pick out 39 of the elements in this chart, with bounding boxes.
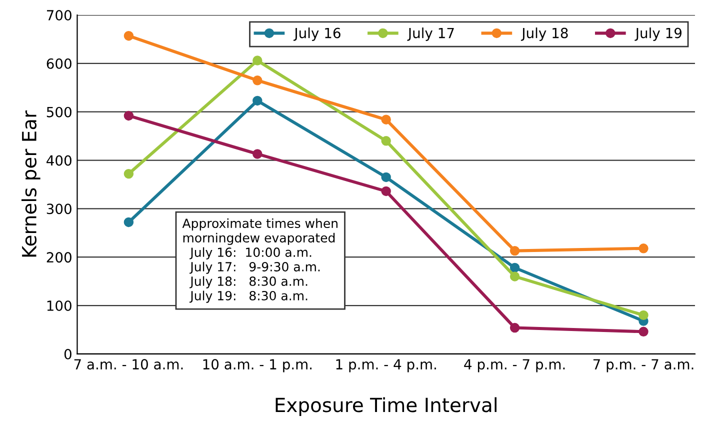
point [638, 310, 648, 320]
y-tick-label: 700 [46, 10, 72, 20]
annotation: Approximate times when morningdew evaporated July 16: 10:00 a.m. July 17: 9-9:30 a.m. July 18: 8:30 a.m. July 19: 8:30 a.m. [182, 218, 338, 303]
point [124, 110, 134, 121]
point [252, 76, 262, 86]
point [510, 262, 520, 273]
point [381, 172, 391, 182]
point [252, 149, 262, 159]
x-tick-label: 1 p.m. - 4 p.m. [336, 359, 436, 372]
x-tick-label: 7 p.m. - 7 a.m. [593, 359, 694, 372]
y-tick-label: 100 [47, 300, 72, 311]
point [252, 56, 262, 66]
x-axis-title: Exposure Time Interval [276, 397, 496, 416]
y-tick-label: 400 [46, 155, 72, 166]
y-tick-label: 0 [64, 348, 72, 360]
point [510, 272, 520, 282]
x-tick-label: 4 p.m. - 7 p.m. [464, 359, 565, 372]
y-axis-title: Kernels per Ear [21, 110, 40, 257]
x-tick-label: 7 a.m. - 10 a.m. [74, 359, 183, 370]
legend-label: July 17 [407, 28, 454, 41]
point [381, 186, 391, 196]
y-tick-label: 500 [46, 106, 72, 118]
point [638, 244, 648, 254]
point [510, 246, 520, 256]
point [510, 322, 520, 333]
y-tick-label: 300 [46, 204, 72, 214]
point [124, 30, 134, 41]
point [252, 96, 262, 106]
x-tick-label: 10 a.m. - 1 p.m. [203, 359, 312, 372]
legend-label: July 19 [634, 28, 682, 41]
point [381, 136, 391, 146]
point [124, 168, 134, 179]
point [124, 217, 134, 228]
point [381, 114, 391, 124]
y-tick-label: 600 [46, 58, 72, 69]
y-tick-label: 200 [46, 252, 72, 263]
point [638, 326, 648, 337]
legend-label: July 18 [520, 28, 568, 41]
legend-label: July 16 [294, 28, 340, 41]
